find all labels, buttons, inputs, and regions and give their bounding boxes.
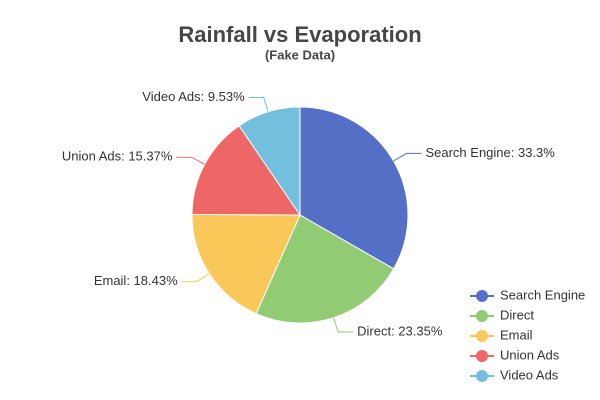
chart-title: Rainfall vs Evaporation xyxy=(178,22,421,47)
leader-line xyxy=(248,96,269,112)
data-label: Union Ads: 15.37% xyxy=(62,149,173,164)
leader-line xyxy=(333,317,354,333)
pie-slice xyxy=(299,106,409,270)
legend-label: Union Ads xyxy=(500,347,560,362)
legend-icon xyxy=(476,330,488,342)
leader-line xyxy=(181,273,210,283)
leader-line xyxy=(393,152,422,162)
legend-label: Email xyxy=(500,327,533,342)
pie-slice xyxy=(191,213,301,315)
legend-icon xyxy=(476,310,488,322)
data-label: Email: 18.43% xyxy=(94,273,178,288)
chart-subtitle: (Fake Data) xyxy=(265,47,335,62)
data-label: Search Engine: 33.3% xyxy=(425,145,555,160)
pie-slice xyxy=(191,125,301,216)
legend-label: Direct xyxy=(500,307,534,322)
legend-label: Search Engine xyxy=(500,287,585,302)
data-label: Direct: 23.35% xyxy=(357,323,443,338)
legend-icon xyxy=(476,370,488,382)
pie-slice xyxy=(255,214,395,324)
leader-line xyxy=(176,156,205,165)
legend-icon xyxy=(476,290,488,302)
legend-icon xyxy=(476,350,488,362)
data-label: Video Ads: 9.53% xyxy=(142,89,245,104)
legend-label: Video Ads xyxy=(500,367,559,382)
